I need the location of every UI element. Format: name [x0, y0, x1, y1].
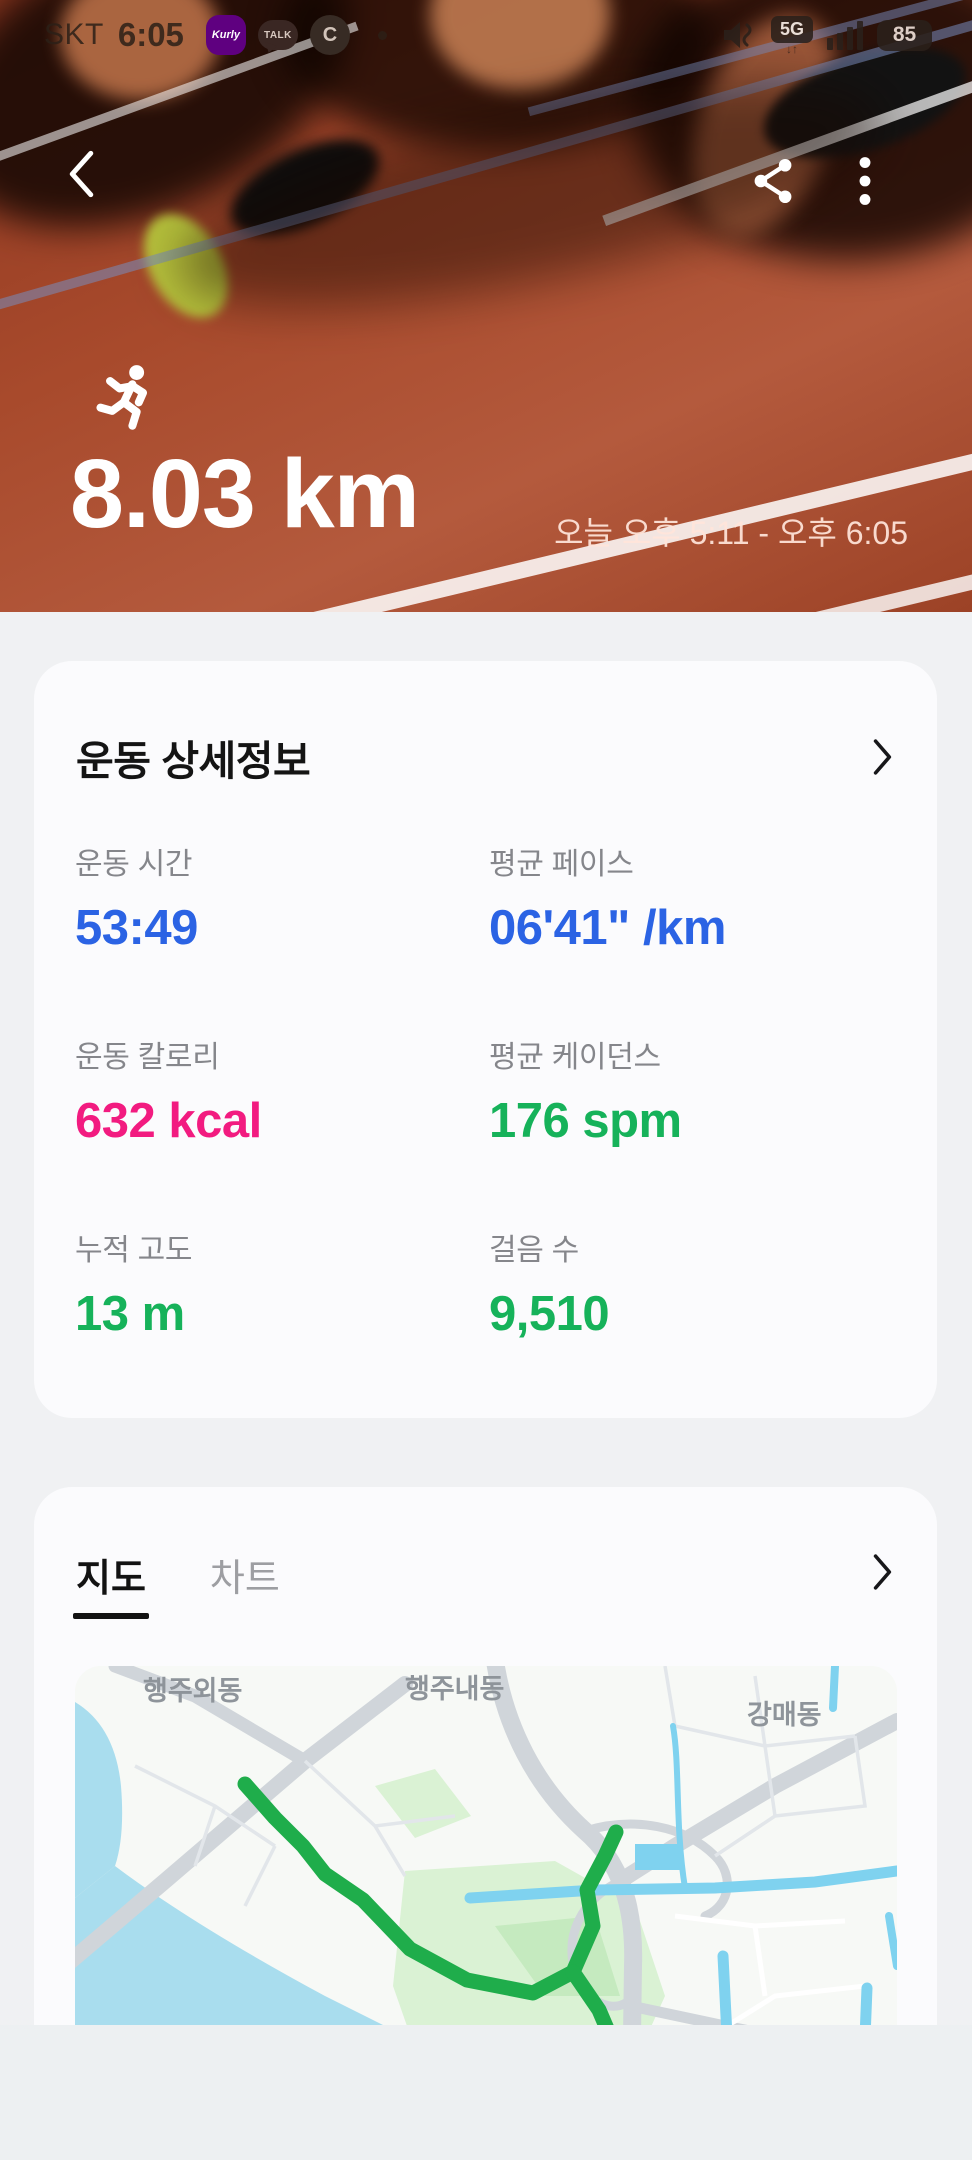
system-navigation-bar: [0, 2025, 972, 2160]
stat-elevation: 누적 고도 13 m: [75, 1234, 193, 1341]
network-5g-icon: 5G ↓↑: [771, 16, 813, 55]
notification-overflow-dot: [377, 30, 387, 40]
back-chevron-icon: [69, 150, 94, 198]
stat-avg-pace: 평균 페이스 06'41" /km: [489, 848, 726, 955]
share-button[interactable]: [752, 158, 794, 207]
battery-icon: 85: [877, 19, 932, 51]
hero-track-photo: SKT 6:05 Kurly TALK C 5G ↓↑: [0, 0, 972, 612]
workout-details-header[interactable]: 운동 상세정보: [34, 661, 937, 839]
map-park: [375, 1769, 471, 1838]
chevron-right-icon: [873, 1554, 892, 1590]
map-pond: [635, 1844, 683, 1870]
share-icon: [754, 158, 792, 204]
workout-details-card: 운동 상세정보 운동 시간 53:49 평균 페이스 06'41" /km 운동…: [34, 661, 937, 1418]
stat-calories: 운동 칼로리 632 kcal: [75, 1041, 262, 1148]
status-bar: SKT 6:05 Kurly TALK C 5G ↓↑: [0, 0, 972, 64]
chevron-right-icon: [873, 739, 892, 775]
more-options-button[interactable]: [858, 156, 872, 209]
mute-vibrate-icon: [724, 22, 752, 48]
workout-stats-grid: 운동 시간 53:49 평균 페이스 06'41" /km 운동 칼로리 632…: [34, 839, 937, 1342]
status-time: 6:05: [117, 16, 184, 53]
running-activity-icon: [96, 364, 156, 435]
kurly-notification-icon: Kurly: [205, 15, 246, 55]
map-place-label: 강매동: [747, 1700, 822, 1730]
status-indicators: 5G ↓↑ 85: [721, 16, 932, 55]
map-place-label: 행주내동: [405, 1674, 504, 1704]
c-notification-icon: C: [309, 15, 350, 55]
map-card-expand[interactable]: [873, 1554, 893, 1595]
workout-session-time: 오늘 오후 5:11 - 오후 6:05: [554, 515, 908, 551]
map-river: [75, 1702, 123, 1898]
workout-details-title: 운동 상세정보: [76, 738, 311, 784]
kakaotalk-notification-icon: TALK: [257, 15, 298, 55]
signal-strength-icon: [827, 20, 863, 50]
stat-avg-cadence: 평균 케이던스 176 spm: [489, 1041, 682, 1148]
notification-icons: Kurly TALK C: [205, 15, 387, 55]
back-button[interactable]: [66, 150, 96, 201]
map-streets: [134, 1666, 867, 1907]
carrier-label: SKT: [44, 18, 104, 51]
map-card-tabs: 지도 차트: [34, 1487, 937, 1619]
tab-map[interactable]: 지도: [73, 1547, 149, 1619]
stat-duration: 운동 시간 53:49: [75, 848, 198, 955]
workout-distance: 8.03 km: [70, 439, 420, 548]
map-place-label: 행주외동: [143, 1676, 242, 1706]
tab-chart[interactable]: 차트: [209, 1558, 280, 1600]
more-vertical-icon: [859, 157, 871, 205]
stat-steps: 걸음 수 9,510: [489, 1234, 610, 1341]
